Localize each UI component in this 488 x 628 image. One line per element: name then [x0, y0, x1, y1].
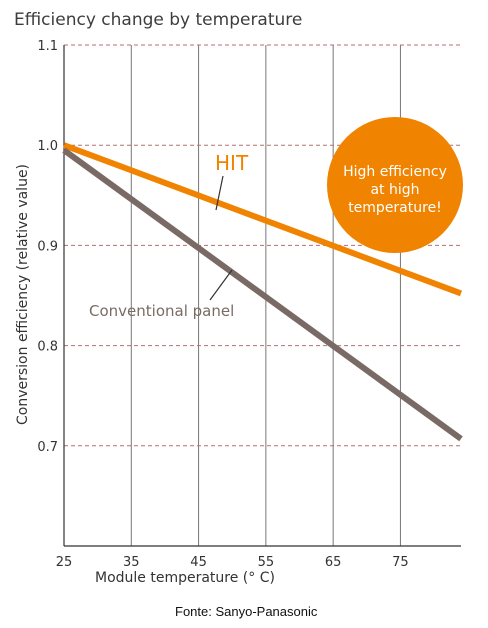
bubble-line-1: High efficiency: [343, 164, 447, 180]
conventional-leader-line: [209, 269, 233, 301]
y-axis-label: Conversion efficiency (relative value): [15, 164, 31, 425]
bubble-line-3: temperature!: [348, 200, 442, 216]
y-tick-label: 0.9: [37, 239, 58, 254]
y-tick-label: 0.8: [37, 340, 58, 355]
x-tick-label: 35: [123, 555, 140, 570]
series-line-conventional: [62, 147, 463, 442]
conventional-annotation: Conventional panel: [89, 302, 234, 320]
chart-title: Efficiency change by temperature: [14, 10, 302, 30]
source-note: Fonte: Sanyo-Panasonic: [175, 604, 318, 619]
bubble-line-2: at high: [370, 182, 419, 198]
y-tick-label: 1.1: [37, 39, 58, 54]
x-tick-label: 65: [325, 555, 342, 570]
high-efficiency-bubble: [327, 117, 463, 253]
y-tick-label: 1.0: [37, 139, 58, 154]
x-axis-label: Module temperature (° C): [95, 570, 275, 586]
x-tick-label: 25: [56, 555, 73, 570]
axes: 25 35 45 55 65 75 1.1 1.0 0.9 0.8 0.7: [37, 39, 461, 570]
hit-annotation: HIT: [215, 151, 249, 175]
grid: [64, 44, 461, 546]
x-tick-label: 75: [392, 555, 409, 570]
x-tick-label: 45: [190, 555, 207, 570]
x-tick-label: 55: [258, 555, 275, 570]
series-line-hit: [62, 142, 463, 297]
hit-leader-line: [215, 175, 224, 211]
series-lines: [62, 142, 463, 442]
y-tick-label: 0.7: [37, 440, 58, 455]
annotations: HIT Conventional panel High efficiency a…: [89, 117, 463, 320]
